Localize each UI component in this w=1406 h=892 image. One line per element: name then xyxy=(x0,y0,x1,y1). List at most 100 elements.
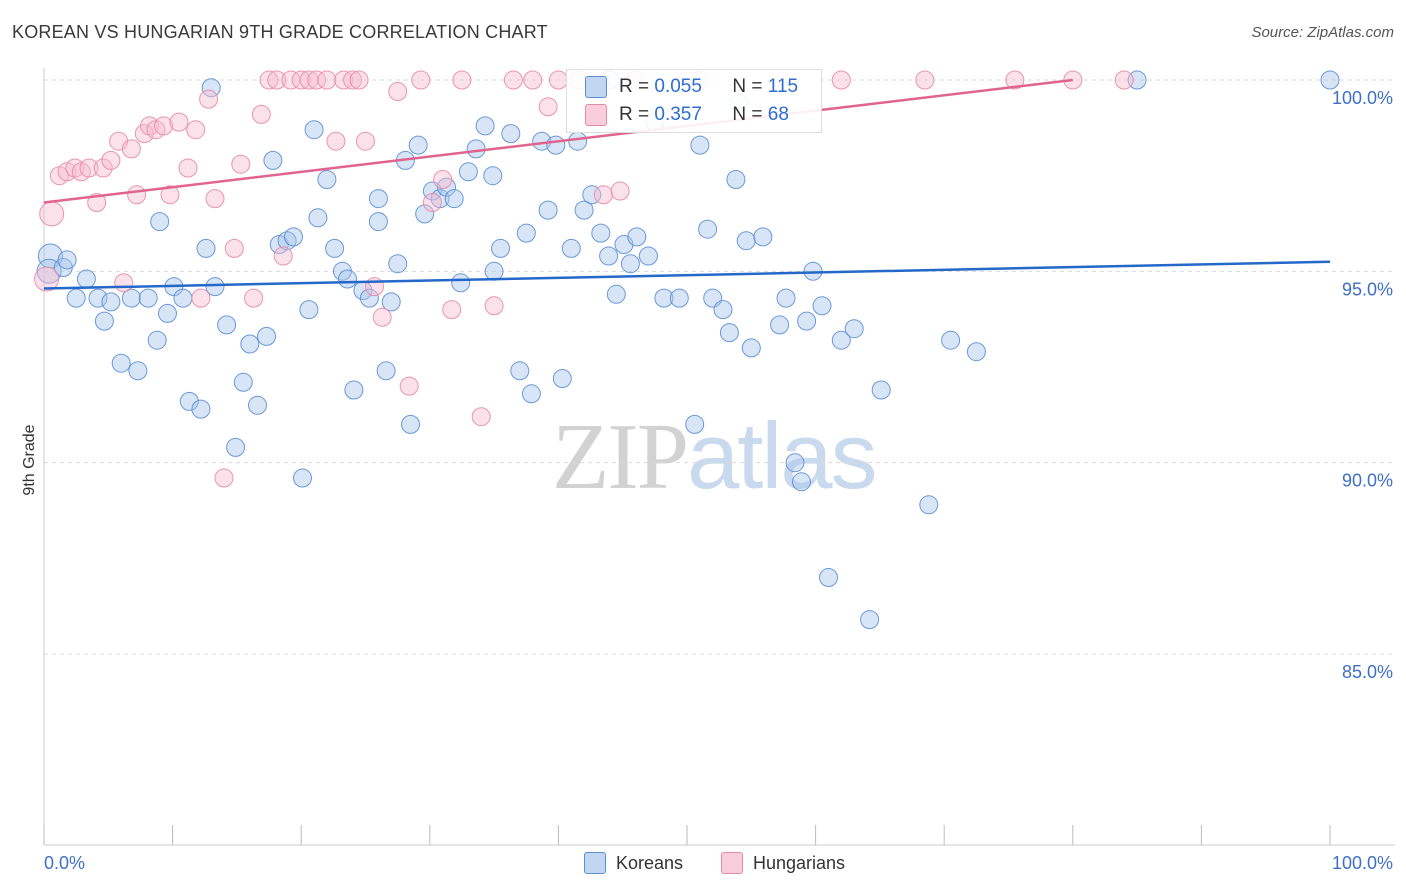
koreans-point-80 xyxy=(685,414,705,434)
hungarians-point-47 xyxy=(411,70,431,90)
koreans-point-93 xyxy=(792,472,811,492)
trend-lines xyxy=(43,78,1331,290)
hungarians-r-value: 0.357 xyxy=(654,104,702,125)
hungarians-point-51 xyxy=(452,70,472,90)
koreans-point-108 xyxy=(304,120,324,140)
koreans-n-label: N = xyxy=(732,76,763,97)
hungarians-point-12 xyxy=(121,139,141,159)
hungarians-point-26 xyxy=(224,238,244,258)
watermark-atlas: atlas xyxy=(687,403,878,508)
series-legend: Koreans Hungarians xyxy=(0,852,1406,878)
koreans-point-104 xyxy=(966,342,986,362)
koreans-point-13 xyxy=(147,330,167,350)
koreans-point-110 xyxy=(1127,70,1147,90)
hungarians-point-44 xyxy=(372,307,392,327)
koreans-point-105 xyxy=(150,212,170,232)
stats-legend: R = 0.055 N = 115 R = 0.357 N = 68 xyxy=(566,69,822,133)
koreans-point-46 xyxy=(401,414,420,434)
hungarians-r-label: R = xyxy=(619,104,650,125)
watermark-zip: ZIP xyxy=(552,405,689,509)
koreans-point-60 xyxy=(510,361,530,381)
hungarians-n-value: 68 xyxy=(767,104,789,125)
koreans-point-11 xyxy=(128,361,148,381)
koreans-point-75 xyxy=(620,254,640,274)
hungarians-point-28 xyxy=(244,288,264,308)
koreans-point-101 xyxy=(871,380,891,400)
hungarians-point-4 xyxy=(65,158,85,178)
hungarians-point-27 xyxy=(231,154,251,174)
koreans-points xyxy=(36,70,1340,630)
koreans-point-29 xyxy=(277,231,297,251)
koreans-point-3 xyxy=(57,250,77,270)
koreans-point-38 xyxy=(344,380,364,400)
koreans-point-6 xyxy=(88,288,108,308)
koreans-point-114 xyxy=(368,212,388,232)
koreans-point-73 xyxy=(606,284,626,304)
koreans-point-41 xyxy=(368,189,388,209)
hungarians-point-41 xyxy=(349,70,369,90)
hungarians-point-55 xyxy=(523,70,543,90)
hungarians-point-52 xyxy=(471,407,491,427)
x-tick-label-1: 100.0% xyxy=(1332,853,1393,873)
hungarians-point-17 xyxy=(154,116,174,136)
koreans-point-37 xyxy=(338,269,357,289)
hungarians-point-32 xyxy=(273,246,293,266)
koreans-point-103 xyxy=(941,330,961,350)
hungarians-point-59 xyxy=(593,185,613,205)
hungarians-point-63 xyxy=(831,70,851,90)
koreans-point-58 xyxy=(491,238,510,258)
koreans-point-68 xyxy=(568,131,588,151)
hungarians-point-18 xyxy=(160,185,180,205)
koreans-point-102 xyxy=(919,495,939,515)
koreans-point-12 xyxy=(138,288,158,308)
koreans-point-78 xyxy=(654,288,674,308)
koreans-r-value: 0.055 xyxy=(654,76,702,97)
chart-title: KOREAN VS HUNGARIAN 9TH GRADE CORRELATIO… xyxy=(12,22,548,42)
koreans-point-98 xyxy=(831,330,851,350)
hungarians-point-23 xyxy=(199,89,219,109)
koreans-point-10 xyxy=(121,288,141,308)
hungarians-point-29 xyxy=(251,104,271,124)
legend-koreans-swatch xyxy=(584,852,606,874)
koreans-point-20 xyxy=(205,277,225,297)
y-axis-label: 9th Grade xyxy=(21,424,38,496)
hungarians-point-19 xyxy=(169,112,189,132)
koreans-point-57 xyxy=(483,166,503,186)
koreans-point-113 xyxy=(484,261,504,281)
koreans-point-5 xyxy=(76,269,96,289)
hungarians-point-53 xyxy=(484,296,504,316)
source-credit: Source: ZipAtlas.com xyxy=(1251,24,1394,41)
koreans-point-19 xyxy=(196,238,216,258)
legend-item-hungarians: Hungarians xyxy=(721,852,845,874)
hungarians-trend-line xyxy=(43,78,1073,204)
koreans-point-34 xyxy=(317,170,337,189)
y-tick-label-3: 100.0% xyxy=(1332,88,1393,108)
koreans-point-77 xyxy=(638,246,658,266)
koreans-point-47 xyxy=(408,135,428,155)
koreans-point-92 xyxy=(785,453,805,473)
hungarians-point-21 xyxy=(186,120,206,140)
koreans-point-55 xyxy=(466,139,486,159)
hungarians-points xyxy=(34,70,1134,488)
hungarians-point-0 xyxy=(34,266,60,292)
hungarians-point-9 xyxy=(101,150,121,170)
hungarians-point-40 xyxy=(343,70,363,90)
koreans-point-14 xyxy=(158,303,177,323)
hungarians-point-48 xyxy=(422,193,442,212)
koreans-point-25 xyxy=(248,395,267,415)
koreans-trend-line xyxy=(43,260,1331,290)
hungarians-point-25 xyxy=(214,468,234,488)
koreans-point-35 xyxy=(325,238,345,258)
koreans-point-16 xyxy=(173,288,193,308)
axes xyxy=(43,68,1395,846)
hungarians-point-54 xyxy=(503,70,523,90)
koreans-point-27 xyxy=(263,150,283,170)
koreans-point-24 xyxy=(240,334,260,354)
y-tick-label-0: 85.0% xyxy=(1342,662,1393,682)
tick-labels: 85.0% 90.0% 95.0% 100.0% 0.0% 100.0% xyxy=(44,88,1393,873)
koreans-point-40 xyxy=(359,288,379,308)
hungarians-point-64 xyxy=(915,70,935,90)
hungarians-point-36 xyxy=(307,70,327,90)
koreans-point-67 xyxy=(561,238,581,258)
